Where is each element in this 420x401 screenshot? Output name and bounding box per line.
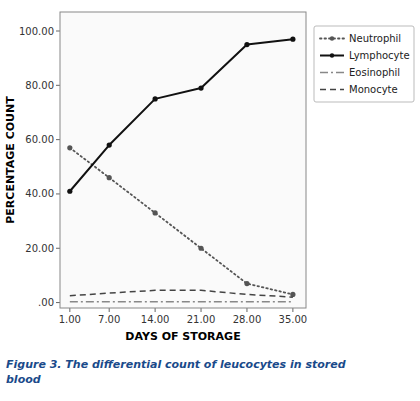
series-point [67, 145, 72, 150]
legend-label: Neutrophil [349, 33, 401, 44]
x-tick-label: 14.00 [141, 314, 170, 325]
series-line [70, 301, 293, 302]
legend-marker [330, 53, 334, 57]
y-tick-label: 100.00 [19, 26, 54, 37]
y-tick [56, 193, 60, 194]
x-tick-label: 1.00 [59, 314, 81, 325]
plot-area [60, 12, 306, 308]
legend-label: Lymphocyte [349, 50, 410, 61]
series-line [70, 39, 293, 191]
y-axis-label: PERCENTAGE COUNT [4, 96, 17, 224]
series-line [70, 290, 293, 297]
x-axis-label: DAYS OF STORAGE [125, 330, 240, 343]
legend-swatch [320, 89, 344, 91]
x-tick-label: 35.00 [279, 314, 308, 325]
series-point [107, 142, 112, 147]
series-group [67, 37, 295, 302]
caption: blood [6, 373, 41, 386]
legend-marker [330, 36, 334, 40]
y-tick [56, 31, 60, 32]
chart: 1.00 7.00 14.00 21.00 28.00 35.00 .00 20.00 40.0… [0, 0, 420, 401]
legend: Neutrophil Lymphocyte Eosinophil Monocyte [314, 26, 414, 102]
x-tick [246, 308, 247, 312]
legend-label: Monocyte [349, 84, 398, 95]
x-tick [69, 308, 70, 312]
y-tick [56, 248, 60, 249]
y-tick [56, 139, 60, 140]
y-tick [56, 302, 60, 303]
series-line [70, 148, 293, 295]
legend-label: Eosinophil [349, 67, 400, 78]
series-point [198, 85, 203, 90]
y-tick-label: 20.00 [25, 243, 54, 254]
plot-frame [60, 12, 306, 308]
series-point [244, 281, 249, 286]
x-tick-label: 28.00 [233, 314, 262, 325]
series-point [153, 210, 158, 215]
series-point [198, 246, 203, 251]
x-tick [155, 308, 156, 312]
y-tick-label: .00 [38, 297, 54, 308]
x-tick-label: 21.00 [187, 314, 216, 325]
legend-box [314, 26, 414, 102]
series-point [67, 189, 72, 194]
x-tick [201, 308, 202, 312]
series-point [290, 37, 295, 42]
x-tick [292, 308, 293, 312]
caption: Figure 3. The differential count of leuc… [6, 358, 346, 371]
legend-swatch [320, 72, 344, 73]
series-point [153, 96, 158, 101]
y-tick [56, 85, 60, 86]
x-tick-label: 7.00 [98, 314, 120, 325]
y-tick-label: 80.00 [25, 80, 54, 91]
y-tick-label: 60.00 [25, 134, 54, 145]
y-tick-label: 40.00 [25, 188, 54, 199]
series-point [244, 42, 249, 47]
x-tick [109, 308, 110, 312]
series-point [107, 175, 112, 180]
series-point [290, 292, 295, 297]
